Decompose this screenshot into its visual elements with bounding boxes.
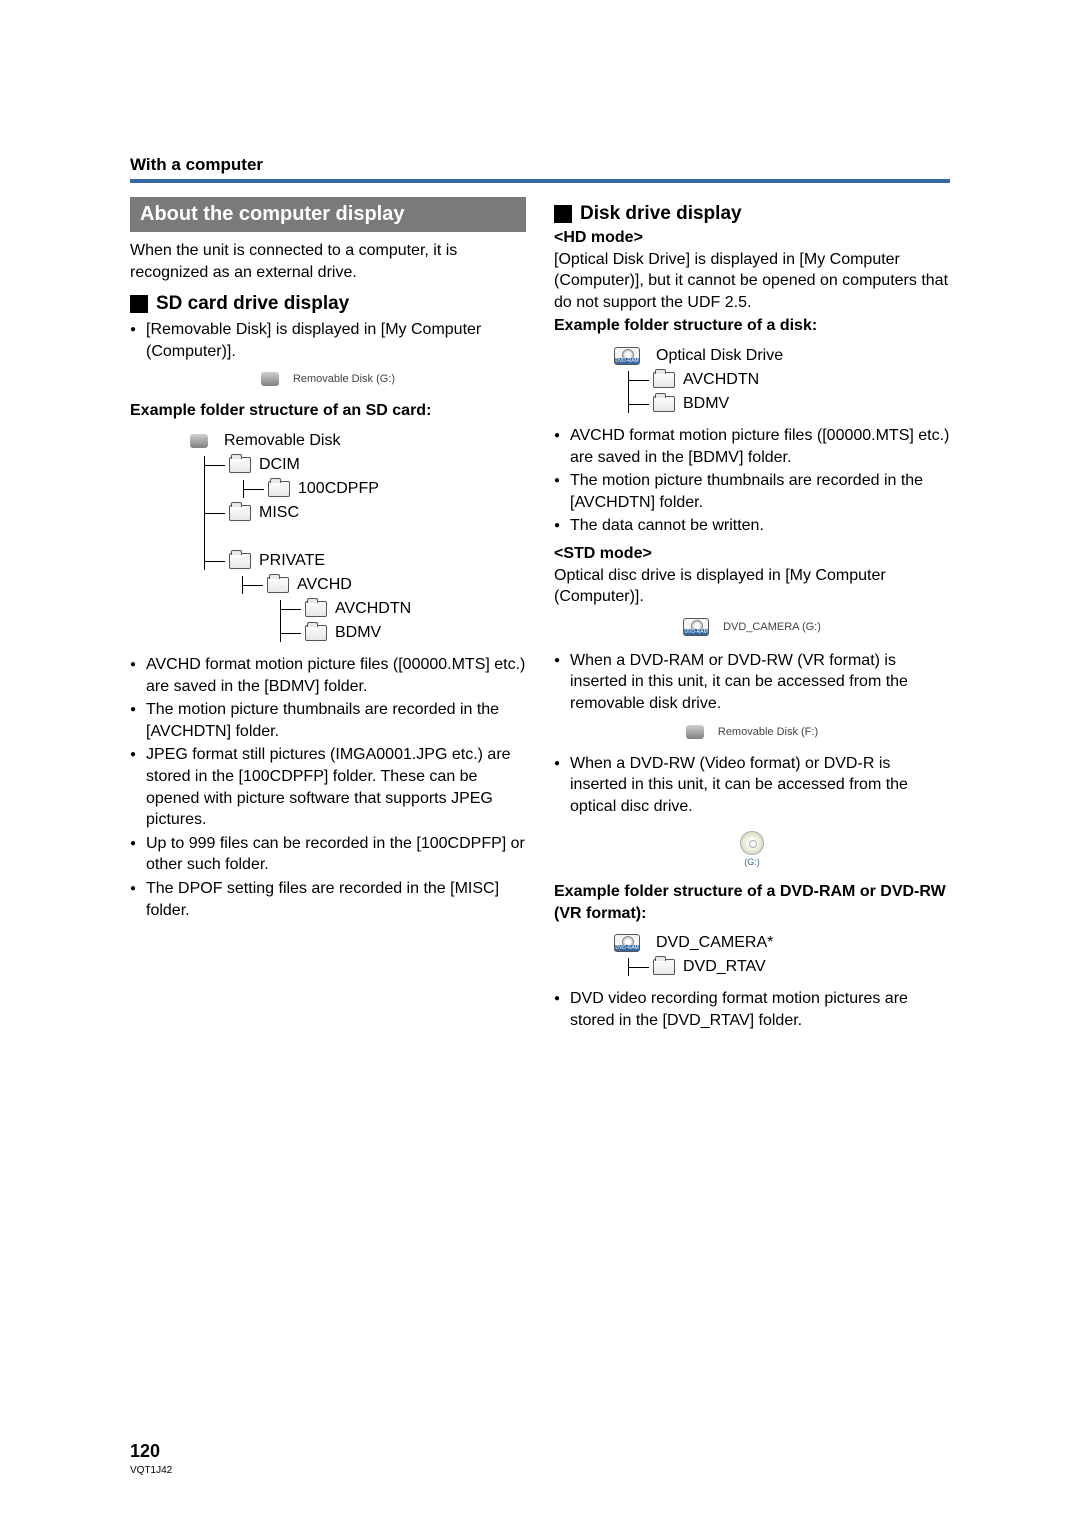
tree-item: BDMV — [281, 624, 526, 642]
tree-label: BDMV — [335, 624, 381, 642]
sd-example-heading: Example folder structure of an SD card: — [130, 400, 526, 422]
sd-intro-bullet: [Removable Disk] is displayed in [My Com… — [130, 319, 526, 362]
dvd-icon — [614, 934, 640, 952]
tree-item: MISC — [205, 504, 526, 522]
sdcard-icon — [190, 434, 208, 448]
tree-label: Removable Disk — [224, 432, 340, 450]
list-item: When a DVD-RAM or DVD-RW (VR format) is … — [554, 650, 950, 715]
section-title-bar: About the computer display — [130, 197, 526, 232]
list-item: AVCHD format motion picture files ([0000… — [130, 654, 526, 697]
list-item: DVD video recording format motion pictur… — [554, 988, 950, 1031]
hd-example-heading: Example folder structure of a disk: — [554, 315, 950, 337]
sd-folder-tree: Removable Disk DCIM 100CDPFP — [190, 432, 526, 642]
tree-label: DVD_RTAV — [683, 958, 766, 976]
dvd-example-heading: Example folder structure of a DVD-RAM or… — [554, 881, 950, 924]
disc-icon — [740, 831, 764, 855]
tree-item: AVCHD — [243, 576, 526, 594]
list-item: JPEG format still pictures (IMGA0001.JPG… — [130, 744, 526, 830]
tree-item: DVD_RTAV — [629, 958, 950, 976]
list-item: The motion picture thumbnails are record… — [554, 470, 950, 513]
std-bullet-2: When a DVD-RW (Video format) or DVD-R is… — [554, 753, 950, 818]
removable-disk-mini: Removable Disk (G:) — [130, 372, 526, 386]
disk-subhead-text: Disk drive display — [580, 203, 742, 225]
folder-icon — [229, 505, 251, 521]
list-item: The DPOF setting files are recorded in t… — [130, 878, 526, 921]
folder-icon — [305, 601, 327, 617]
disc-only-block: (G:) — [554, 831, 950, 867]
intro-text: When the unit is connected to a computer… — [130, 240, 526, 283]
tree-item: 100CDPFP — [244, 480, 526, 498]
dvd-camera-mini: DVD_CAMERA (G:) — [554, 618, 950, 636]
tree-item: DCIM — [205, 456, 526, 474]
std-bullet-1: When a DVD-RAM or DVD-RW (VR format) is … — [554, 650, 950, 715]
std-mode-label: <STD mode> — [554, 543, 950, 565]
right-column: Disk drive display <HD mode> [Optical Di… — [554, 197, 950, 1034]
list-item: The motion picture thumbnails are record… — [130, 699, 526, 742]
disc-label: (G:) — [554, 857, 950, 867]
tree-item: AVCHDTN — [629, 371, 950, 389]
sd-subhead-text: SD card drive display — [156, 293, 349, 315]
folder-icon — [653, 372, 675, 388]
manual-page: With a computer About the computer displ… — [0, 0, 1080, 1094]
tree-label: AVCHDTN — [683, 371, 759, 389]
folder-icon — [653, 959, 675, 975]
two-column-layout: About the computer display When the unit… — [130, 197, 950, 1034]
folder-icon — [653, 396, 675, 412]
removable-f-mini: Removable Disk (F:) — [554, 725, 950, 739]
tree-label: MISC — [259, 504, 299, 522]
tree-label: DVD_CAMERA* — [656, 934, 773, 952]
sd-subhead: SD card drive display — [130, 293, 526, 315]
tree-label: DCIM — [259, 456, 300, 474]
folder-icon — [229, 553, 251, 569]
tree-item: BDMV — [629, 395, 950, 413]
disk-subhead: Disk drive display — [554, 203, 950, 225]
left-column: About the computer display When the unit… — [130, 197, 526, 1034]
sdcard-icon — [261, 372, 279, 386]
chapter-header: With a computer — [130, 155, 950, 175]
tree-root: DVD_CAMERA* — [614, 934, 950, 952]
tree-label: 100CDPFP — [298, 480, 379, 498]
tree-label: AVCHD — [297, 576, 352, 594]
sd-bullets: AVCHD format motion picture files ([0000… — [130, 654, 526, 921]
mini-drive-label: Removable Disk (F:) — [718, 726, 818, 738]
mini-drive-label: Removable Disk (G:) — [293, 373, 395, 385]
dvd-icon — [614, 347, 640, 365]
page-number: 120 — [130, 1441, 160, 1462]
tree-item: AVCHDTN — [281, 600, 526, 618]
hd-intro: [Optical Disk Drive] is displayed in [My… — [554, 249, 950, 314]
list-item: The data cannot be written. — [554, 515, 950, 537]
list-item: When a DVD-RW (Video format) or DVD-R is… — [554, 753, 950, 818]
tree-label: AVCHDTN — [335, 600, 411, 618]
list-item: AVCHD format motion picture files ([0000… — [554, 425, 950, 468]
tree-label: BDMV — [683, 395, 729, 413]
dvd-folder-tree: DVD_CAMERA* DVD_RTAV — [614, 934, 950, 976]
square-bullet-icon — [130, 295, 148, 313]
list-item: [Removable Disk] is displayed in [My Com… — [130, 319, 526, 362]
mini-drive-label: DVD_CAMERA (G:) — [723, 621, 821, 633]
sdcard-icon — [686, 725, 704, 739]
tree-item: PRIVATE — [205, 552, 526, 570]
tree-root: Removable Disk — [190, 432, 526, 450]
hd-folder-tree: Optical Disk Drive AVCHDTN BDMV — [614, 347, 950, 413]
document-code: VQT1J42 — [130, 1465, 172, 1476]
hd-mode-label: <HD mode> — [554, 227, 950, 249]
folder-icon — [305, 625, 327, 641]
section-rule — [130, 179, 950, 183]
dvd-bullet: DVD video recording format motion pictur… — [554, 988, 950, 1031]
square-bullet-icon — [554, 205, 572, 223]
std-intro: Optical disc drive is displayed in [My C… — [554, 565, 950, 608]
folder-icon — [267, 577, 289, 593]
dvd-icon — [683, 618, 709, 636]
hd-bullets: AVCHD format motion picture files ([0000… — [554, 425, 950, 537]
tree-label: Optical Disk Drive — [656, 347, 783, 365]
tree-root: Optical Disk Drive — [614, 347, 950, 365]
list-item: Up to 999 files can be recorded in the [… — [130, 833, 526, 876]
folder-icon — [229, 457, 251, 473]
tree-label: PRIVATE — [259, 552, 325, 570]
folder-icon — [268, 481, 290, 497]
